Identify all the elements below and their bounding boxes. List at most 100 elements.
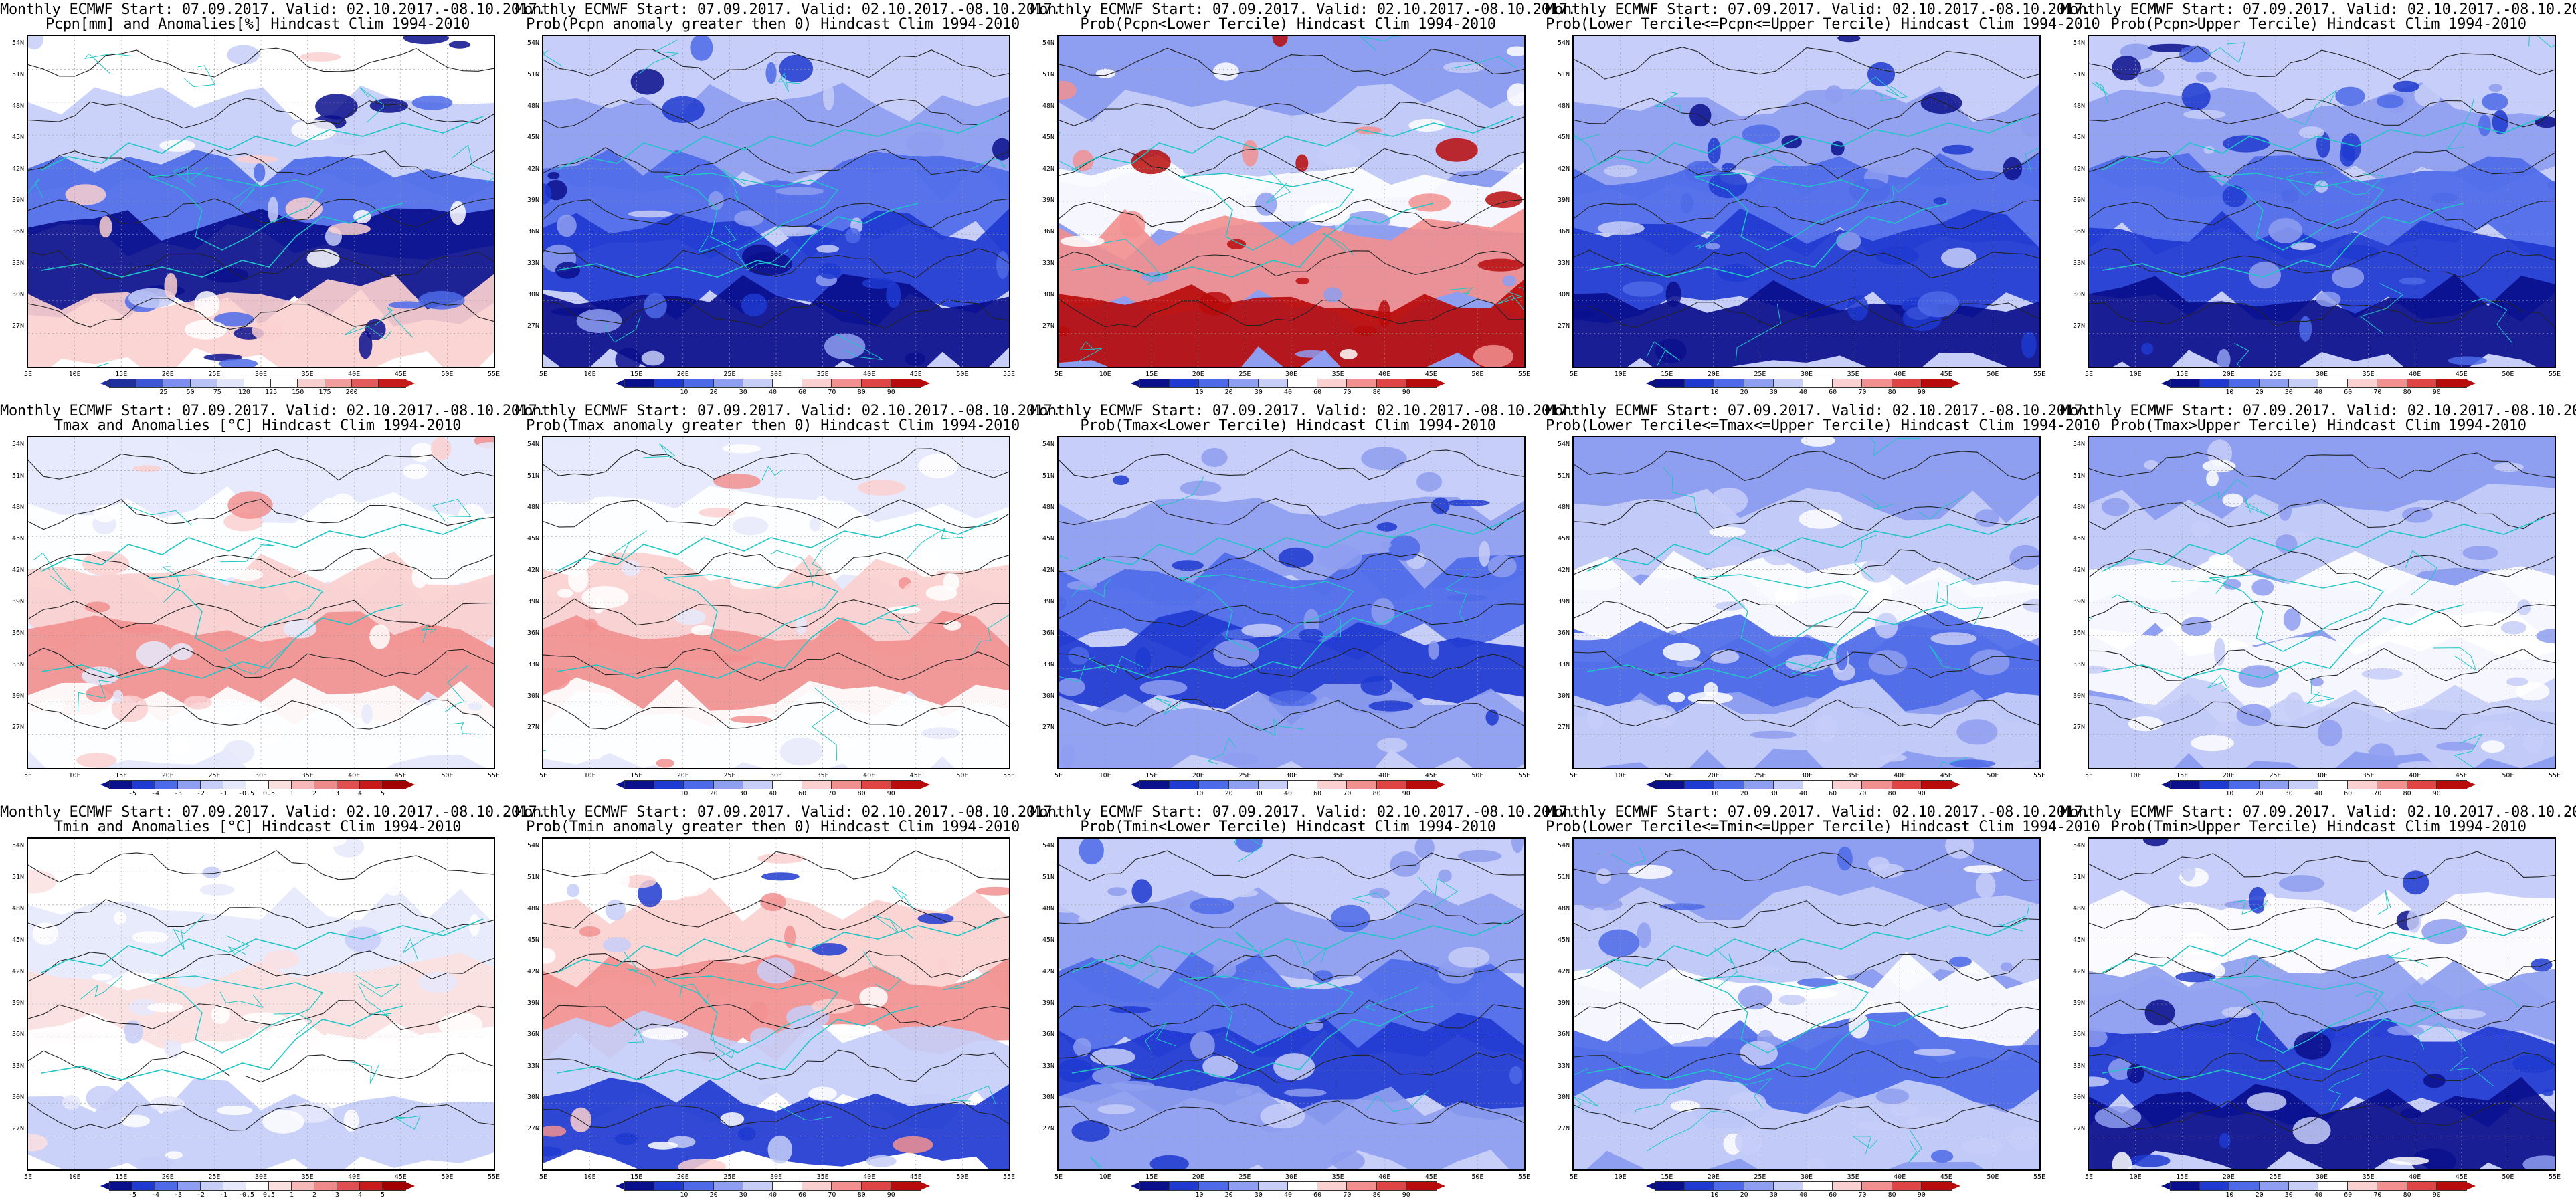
color-scale-swatch xyxy=(713,1181,744,1191)
longitude-label: 15E xyxy=(630,772,643,779)
contour-line xyxy=(1574,849,2039,882)
latitude-label: 51N xyxy=(2072,472,2085,480)
shaded-blob xyxy=(1228,889,1259,898)
shaded-blob xyxy=(557,589,573,598)
shaded-blob xyxy=(1680,193,1693,214)
country-border xyxy=(1851,1136,1878,1154)
color-scale-tick-label: 20 xyxy=(709,790,718,797)
color-scale-swatch xyxy=(109,1181,133,1191)
latitude-label: 30N xyxy=(11,291,24,298)
panel-title-line1: Monthly ECMWF Start: 07.09.2017. Valid: … xyxy=(2061,403,2576,419)
latitude-label: 54N xyxy=(11,842,24,849)
color-scale-bar xyxy=(1131,780,1446,789)
country-border xyxy=(273,1013,313,1035)
shaded-blob xyxy=(2387,1025,2424,1036)
shaded-blob xyxy=(1941,247,1977,268)
color-scale-tick-label: 5 xyxy=(380,790,385,797)
color-scale-swatch xyxy=(624,780,656,789)
shaded-blob xyxy=(992,138,1009,161)
color-scale-tick-label: 90 xyxy=(1917,790,1926,797)
shaded-blob xyxy=(1598,929,1639,957)
coastline-south xyxy=(1586,203,1949,278)
longitude-label: 40E xyxy=(2409,1173,2421,1181)
shaded-blob xyxy=(211,611,242,626)
shaded-blob xyxy=(1785,654,1830,672)
longitude-label: 40E xyxy=(1894,1173,1906,1181)
color-scale-tick-label: 70 xyxy=(2373,389,2382,396)
country-border xyxy=(1869,437,1921,456)
shaded-blob xyxy=(1735,1128,1762,1155)
longitude-label: 35E xyxy=(301,371,314,378)
shaded-blob xyxy=(2009,544,2039,570)
shaded-blob xyxy=(1878,753,1907,762)
color-scale-swatch xyxy=(890,1181,922,1191)
color-scale-swatch xyxy=(1198,780,1230,789)
panel-title-line2: Prob(Tmax>Upper Tercile) Hindcast Clim 1… xyxy=(2110,417,2526,434)
color-scale-tick-label: 90 xyxy=(2432,1191,2441,1199)
coastline-south xyxy=(2102,1005,2464,1080)
shaded-blob xyxy=(2284,692,2304,720)
color-scale-swatch xyxy=(1257,379,1289,388)
color-scale-tick-label: 60 xyxy=(2344,790,2353,797)
shaded-blob xyxy=(664,869,711,897)
latitude-label: 51N xyxy=(11,472,24,480)
panel-title-line2: Prob(Lower Tercile<=Pcpn<=Upper Tercile)… xyxy=(1546,16,2100,33)
color-scale-high-arrow xyxy=(1951,1182,1961,1190)
shaded-blob xyxy=(1853,579,1892,607)
country-border xyxy=(779,1106,832,1121)
latitude-label: 30N xyxy=(1042,692,1054,700)
color-scale-tick-label: 70 xyxy=(1858,790,1867,797)
latitude-label: 42N xyxy=(1557,567,1570,574)
color-scale-tick-label: 75 xyxy=(213,389,221,396)
panel-title-line2: Prob(Pcpn>Upper Tercile) Hindcast Clim 1… xyxy=(2110,16,2526,33)
color-scale-swatch xyxy=(297,379,326,388)
coastline-mediterranean xyxy=(663,574,839,652)
coastline-north xyxy=(2102,918,2545,973)
longitude-label: 5E xyxy=(539,371,548,378)
coastline-north xyxy=(2102,116,2545,171)
color-scale-swatch xyxy=(1169,1181,1200,1191)
country-border xyxy=(1655,91,1681,114)
shaded-blob xyxy=(602,937,632,953)
shaded-blob xyxy=(2278,875,2324,892)
color-scale-low-arrow xyxy=(1131,1182,1140,1190)
color-scale-swatch xyxy=(772,379,804,388)
longitude-label: 50E xyxy=(2502,371,2514,378)
color-scale-tick-label: 30 xyxy=(2284,389,2293,396)
longitude-label: 25E xyxy=(1238,772,1251,779)
map-panel: Monthly ECMWF Start: 07.09.2017. Valid: … xyxy=(1546,0,2100,401)
shaded-blob xyxy=(1597,221,1645,235)
contour-line xyxy=(2089,647,2555,682)
shaded-blob xyxy=(1213,639,1259,667)
shaded-blob xyxy=(1299,629,1323,642)
shaded-blob xyxy=(722,444,761,454)
country-border xyxy=(403,928,448,960)
shaded-blob xyxy=(237,724,285,744)
longitude-label: 10E xyxy=(1614,371,1627,378)
color-scale-swatch xyxy=(2258,780,2290,789)
shaded-blob xyxy=(2337,245,2380,260)
country-border xyxy=(906,528,963,559)
shaded-blob xyxy=(2536,629,2555,643)
color-scale-swatch xyxy=(802,1181,833,1191)
shaded-blob xyxy=(2531,958,2553,972)
color-scale-tick-label: 3 xyxy=(335,1191,340,1199)
shaded-blob xyxy=(256,1074,303,1084)
latitude-label: 30N xyxy=(1042,291,1054,298)
shaded-blob xyxy=(2144,999,2175,1026)
longitude-label: 35E xyxy=(1331,772,1344,779)
shaded-blob xyxy=(468,702,483,711)
color-scale-tick-label: 20 xyxy=(1224,1191,1233,1199)
color-scale-swatch xyxy=(1228,1181,1259,1191)
latitude-label: 27N xyxy=(11,322,24,330)
country-border xyxy=(1154,698,1182,716)
color-scale-tick-label: 10 xyxy=(2225,389,2234,396)
shaded-blob xyxy=(1059,678,1085,696)
longitude-label: 40E xyxy=(1378,371,1391,378)
color-scale-swatch xyxy=(1287,1181,1319,1191)
shaded-blob xyxy=(1305,1019,1323,1031)
panel-title-line1: Monthly ECMWF Start: 07.09.2017. Valid: … xyxy=(1546,403,2092,419)
country-border xyxy=(643,443,676,458)
shaded-blob xyxy=(283,619,317,639)
